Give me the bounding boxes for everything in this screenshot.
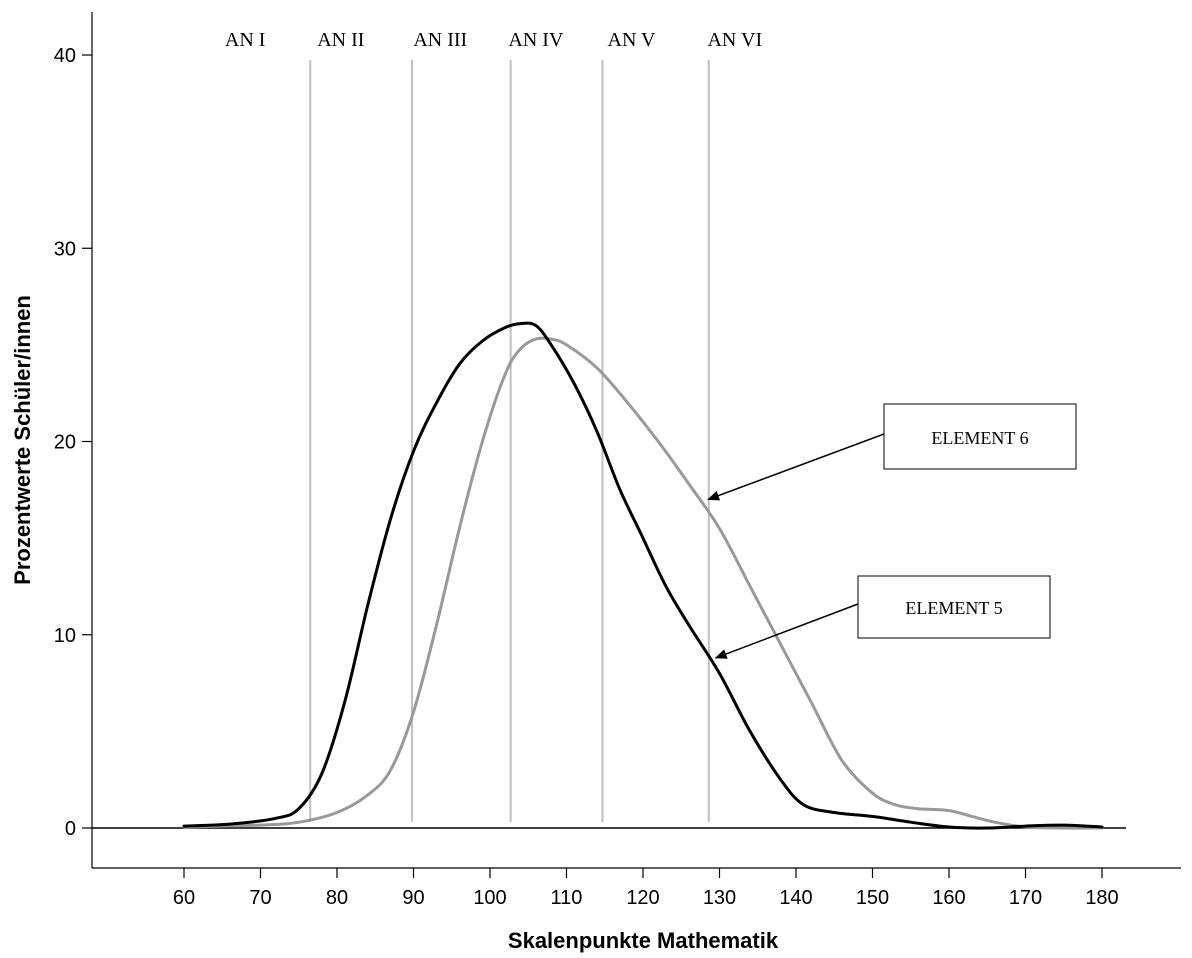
- callout-element-6-box: [883, 403, 1077, 470]
- x-tick-label: 120: [626, 887, 659, 909]
- x-tick-label: 70: [249, 887, 271, 909]
- x-tick-label: 170: [1009, 887, 1042, 909]
- x-tick-label: 160: [932, 887, 965, 909]
- callout-element-6-arrow: [707, 433, 885, 501]
- x-axis-title: Skalenpunkte Mathematik: [508, 928, 779, 953]
- band-label: AN VI: [707, 29, 762, 51]
- callout-element-5-box: [857, 575, 1051, 639]
- x-tick-label: 60: [173, 887, 195, 909]
- x-tick-label: 80: [326, 887, 348, 909]
- y-tick-label: 10: [54, 625, 76, 647]
- x-tick-label: 180: [1085, 887, 1118, 909]
- y-tick-label: 20: [54, 432, 76, 454]
- band-label: AN II: [317, 29, 364, 51]
- y-tick-label: 40: [54, 45, 76, 67]
- y-axis-title: Prozentwerte Schüler/innen: [10, 295, 35, 585]
- x-tick-label: 100: [473, 887, 506, 909]
- callout-element-6: ELEMENT 6: [707, 403, 1077, 501]
- x-tick-label: 110: [551, 887, 583, 909]
- y-tick-label: 0: [65, 818, 76, 840]
- band-label: AN I: [225, 29, 266, 51]
- callout-element-5-label: ELEMENT 5: [905, 598, 1002, 618]
- callout-element-5-arrow: [714, 603, 859, 659]
- y-ticks: 0 10 20 30 40: [54, 45, 92, 840]
- series-line-element-5: [182, 321, 1104, 830]
- callout-element-6-label: ELEMENT 6: [931, 428, 1028, 448]
- series-layer: [182, 321, 1104, 830]
- x-ticks: 60 70 80 90 100 110 120 130 140 150 160 170 180: [173, 868, 1119, 909]
- x-tick-label: 150: [856, 887, 889, 909]
- y-tick-label: 30: [54, 238, 76, 260]
- band-label: AN V: [608, 29, 657, 51]
- bands-layer: AN I AN II AN III AN IV AN V AN VI: [225, 29, 762, 822]
- callouts: ELEMENT 6 ELEMENT 5: [707, 403, 1077, 659]
- x-tick-label: 140: [779, 887, 812, 909]
- x-tick-label: 90: [402, 887, 424, 909]
- series-line-element-6: [182, 336, 1104, 830]
- x-tick-label: 130: [703, 887, 736, 909]
- band-label: AN IV: [508, 29, 564, 51]
- callout-element-5: ELEMENT 5: [714, 575, 1051, 659]
- band-label: AN III: [413, 29, 467, 51]
